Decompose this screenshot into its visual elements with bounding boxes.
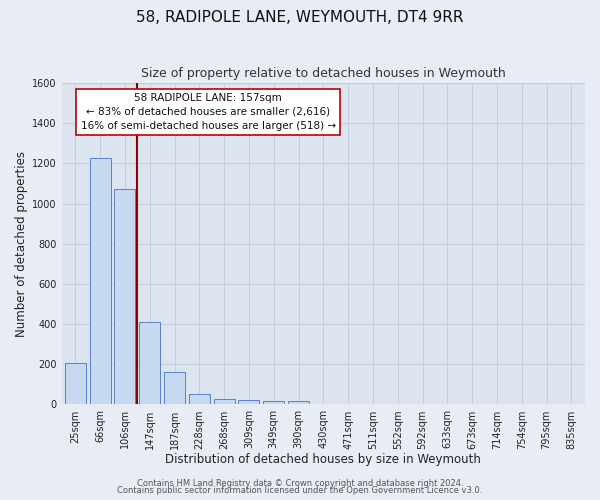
Text: Contains public sector information licensed under the Open Government Licence v3: Contains public sector information licen…: [118, 486, 482, 495]
Bar: [164, 372, 185, 404]
Title: Size of property relative to detached houses in Weymouth: Size of property relative to detached ho…: [141, 68, 506, 80]
Bar: [288, 402, 309, 404]
Bar: [89, 158, 110, 404]
Text: Contains HM Land Registry data © Crown copyright and database right 2024.: Contains HM Land Registry data © Crown c…: [137, 478, 463, 488]
Bar: [139, 322, 160, 404]
Bar: [214, 399, 235, 404]
Y-axis label: Number of detached properties: Number of detached properties: [15, 151, 28, 337]
X-axis label: Distribution of detached houses by size in Weymouth: Distribution of detached houses by size …: [166, 453, 481, 466]
Bar: [65, 364, 86, 405]
Bar: [115, 188, 136, 404]
Bar: [189, 394, 210, 404]
Bar: [238, 400, 259, 404]
Bar: [263, 401, 284, 404]
Text: 58, RADIPOLE LANE, WEYMOUTH, DT4 9RR: 58, RADIPOLE LANE, WEYMOUTH, DT4 9RR: [136, 10, 464, 25]
Text: 58 RADIPOLE LANE: 157sqm
← 83% of detached houses are smaller (2,616)
16% of sem: 58 RADIPOLE LANE: 157sqm ← 83% of detach…: [80, 92, 336, 130]
